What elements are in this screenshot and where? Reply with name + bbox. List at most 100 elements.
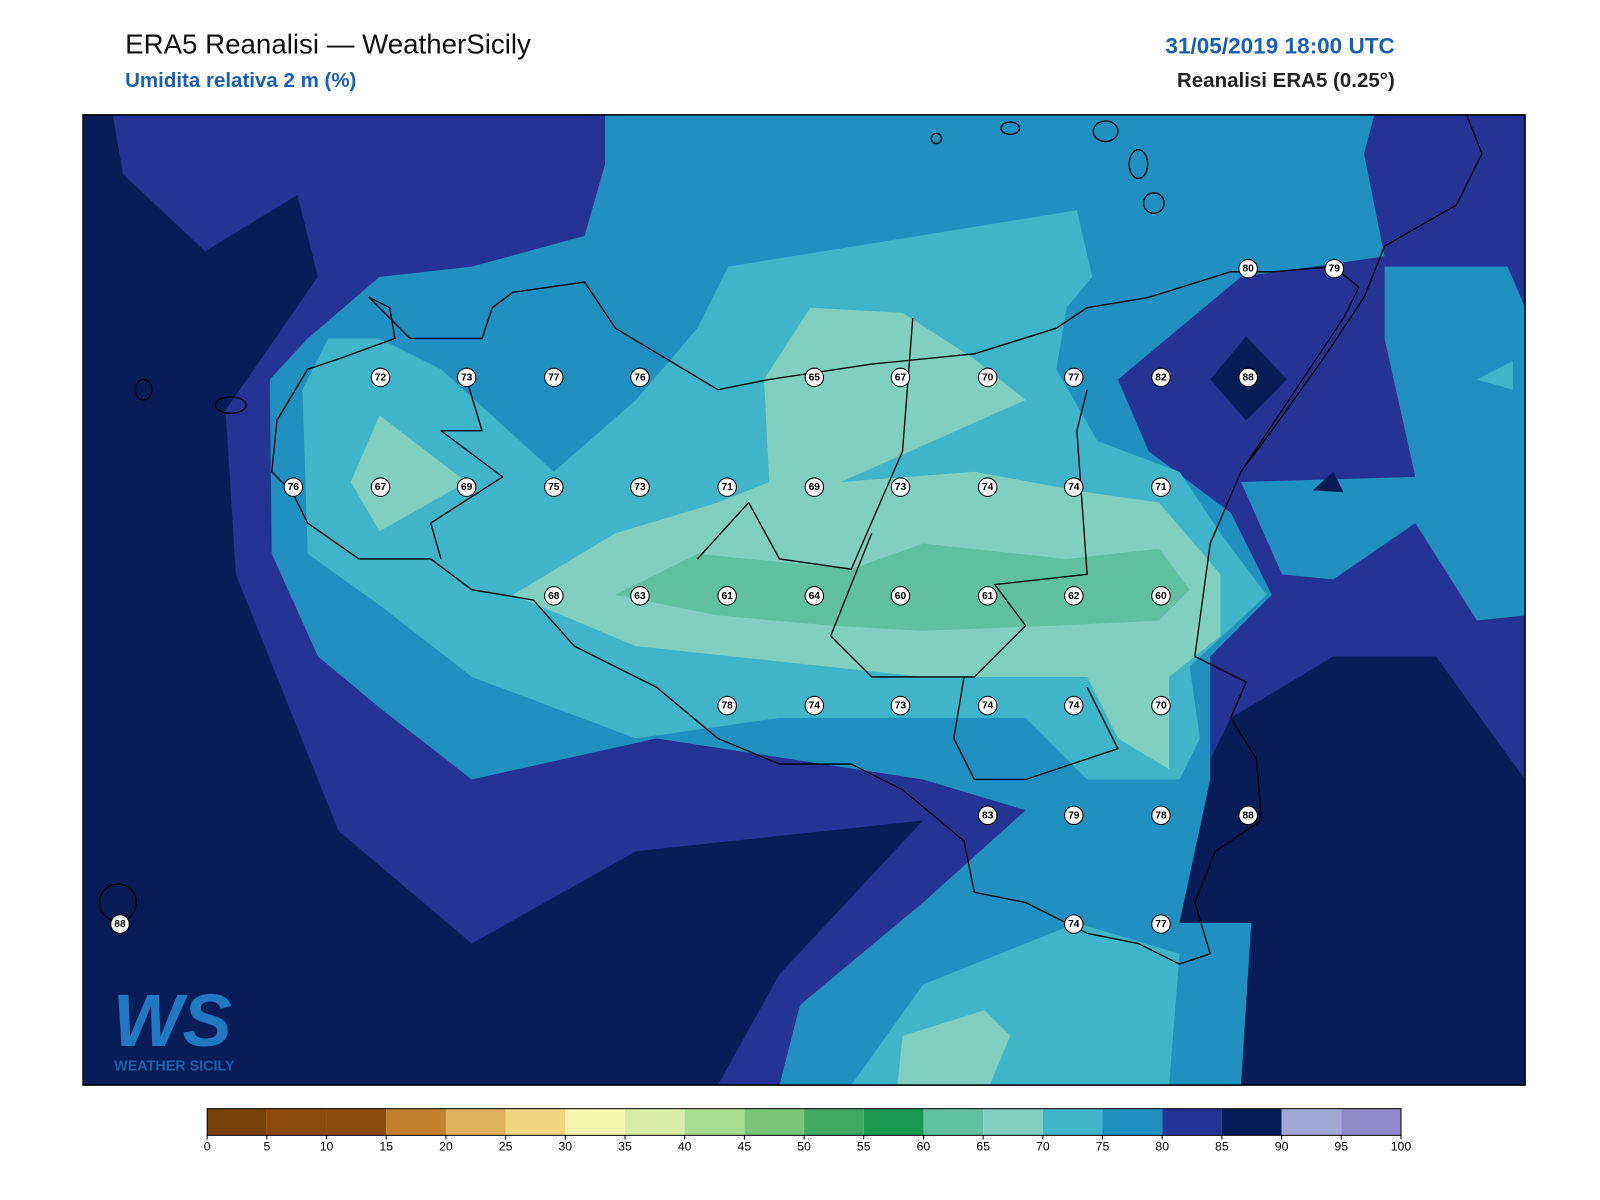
logo-name: WEATHER SICILY bbox=[114, 1059, 235, 1075]
colorbar-swatch bbox=[923, 1108, 984, 1136]
station-marker bbox=[977, 367, 998, 388]
station-marker bbox=[890, 367, 911, 388]
station-value: 60 bbox=[895, 591, 907, 602]
coastline bbox=[1240, 114, 1483, 473]
colorbar-label: 95 bbox=[1334, 1140, 1348, 1154]
station-value: 80 bbox=[1242, 264, 1254, 275]
station-value: 88 bbox=[1242, 810, 1254, 821]
station-value: 65 bbox=[809, 372, 821, 383]
contour bbox=[1312, 471, 1344, 493]
station-marker bbox=[977, 695, 998, 716]
station-marker bbox=[977, 477, 998, 497]
station-marker bbox=[544, 586, 564, 606]
station-marker bbox=[977, 805, 998, 826]
station-marker bbox=[1324, 258, 1345, 279]
region-border bbox=[430, 317, 1119, 781]
colorbar-label: 70 bbox=[1036, 1140, 1050, 1154]
station-marker bbox=[890, 477, 911, 497]
colorbar-swatch bbox=[505, 1108, 566, 1136]
colorbar-swatch bbox=[565, 1108, 626, 1136]
station-marker bbox=[370, 367, 391, 388]
station-marker bbox=[1151, 805, 1171, 826]
colorbar-swatch bbox=[207, 1108, 267, 1136]
station-value: 73 bbox=[634, 482, 646, 493]
timestamp: 31/05/2019 18:00 UTC bbox=[1165, 33, 1394, 58]
station-marker bbox=[1151, 695, 1171, 716]
colorbar-swatch bbox=[684, 1108, 745, 1136]
station-marker bbox=[1238, 805, 1258, 826]
station-value: 78 bbox=[721, 701, 733, 712]
title: ERA5 Reanalisi — WeatherSicily bbox=[125, 28, 531, 59]
colorbar-label: 5 bbox=[263, 1140, 270, 1154]
station-value: 73 bbox=[895, 701, 907, 712]
map-frame bbox=[82, 114, 1526, 1086]
station-value: 67 bbox=[895, 372, 907, 383]
station-value: 61 bbox=[982, 591, 994, 602]
station-value: 74 bbox=[982, 701, 994, 712]
station-value: 62 bbox=[1068, 591, 1080, 602]
station-marker bbox=[804, 367, 825, 388]
source: Reanalisi ERA5 (0.25°) bbox=[1177, 69, 1395, 92]
station-marker bbox=[1151, 367, 1171, 388]
island bbox=[1092, 120, 1119, 143]
station-marker bbox=[110, 914, 130, 934]
station-layer: 80 79 72 73 77 76 65 67 70 77 82 88 76 67 69 75 73 71 69 73… bbox=[110, 258, 1345, 934]
station-marker bbox=[630, 477, 650, 497]
colorbar-swatch bbox=[445, 1108, 506, 1136]
colorbar-label: 100 bbox=[1391, 1140, 1412, 1154]
station-marker bbox=[456, 367, 477, 388]
contour bbox=[512, 307, 1221, 770]
station-value: 63 bbox=[634, 591, 646, 602]
station-marker bbox=[890, 695, 911, 716]
station-marker bbox=[1238, 367, 1258, 388]
station-value: 76 bbox=[288, 482, 300, 493]
colorbar: 0 5 10 15 20 25 30 35 40 45 50 55 60 65 70 75 80 85 90 95 10… bbox=[204, 1108, 1412, 1154]
station-marker bbox=[1064, 367, 1084, 388]
island bbox=[930, 132, 943, 145]
colorbar-label: 40 bbox=[678, 1140, 692, 1154]
contour bbox=[1476, 361, 1513, 390]
station-value: 88 bbox=[114, 919, 126, 930]
station-value: 77 bbox=[1155, 919, 1167, 930]
station-value: 78 bbox=[1155, 810, 1167, 821]
station-marker bbox=[717, 695, 737, 716]
island bbox=[1128, 149, 1149, 180]
station-value: 64 bbox=[809, 591, 821, 602]
colorbar-label: 80 bbox=[1155, 1140, 1169, 1154]
island bbox=[134, 378, 153, 401]
station-value: 73 bbox=[461, 372, 473, 383]
station-marker bbox=[1238, 258, 1258, 279]
colorbar-label: 20 bbox=[439, 1140, 453, 1154]
subtitle: Umidita relativa 2 m (%) bbox=[125, 69, 356, 92]
colorbar-swatch bbox=[266, 1108, 327, 1136]
colorbar-swatch bbox=[1281, 1108, 1342, 1136]
station-marker bbox=[717, 586, 737, 606]
colorbar-swatch bbox=[863, 1108, 924, 1136]
colorbar-swatch bbox=[1162, 1108, 1222, 1136]
station-marker bbox=[370, 477, 391, 497]
station-marker bbox=[630, 586, 650, 606]
colorbar-label: 55 bbox=[857, 1140, 871, 1154]
colorbar-swatch bbox=[1341, 1108, 1401, 1136]
station-marker bbox=[544, 477, 564, 497]
coastline bbox=[271, 265, 1360, 965]
station-value: 67 bbox=[375, 482, 387, 493]
island bbox=[1000, 121, 1021, 136]
station-marker bbox=[1064, 477, 1084, 497]
station-value: 77 bbox=[548, 372, 560, 383]
station-value: 74 bbox=[1068, 482, 1080, 493]
island bbox=[214, 396, 247, 414]
colorbar-label: 90 bbox=[1275, 1140, 1289, 1154]
station-value: 76 bbox=[634, 372, 646, 383]
station-value: 74 bbox=[809, 701, 821, 712]
colorbar-label: 0 bbox=[204, 1140, 211, 1154]
colorbar-swatch bbox=[1221, 1108, 1282, 1136]
station-marker bbox=[977, 586, 998, 606]
map: 80 79 72 73 77 76 65 67 70 77 82 88 76 67 69 75 73 71 69 73… bbox=[82, 114, 1526, 1086]
colorbar-label: 65 bbox=[976, 1140, 990, 1154]
contour bbox=[350, 415, 467, 532]
station-value: 82 bbox=[1155, 372, 1167, 383]
station-value: 74 bbox=[1068, 919, 1080, 930]
colorbar-swatch bbox=[326, 1108, 387, 1136]
